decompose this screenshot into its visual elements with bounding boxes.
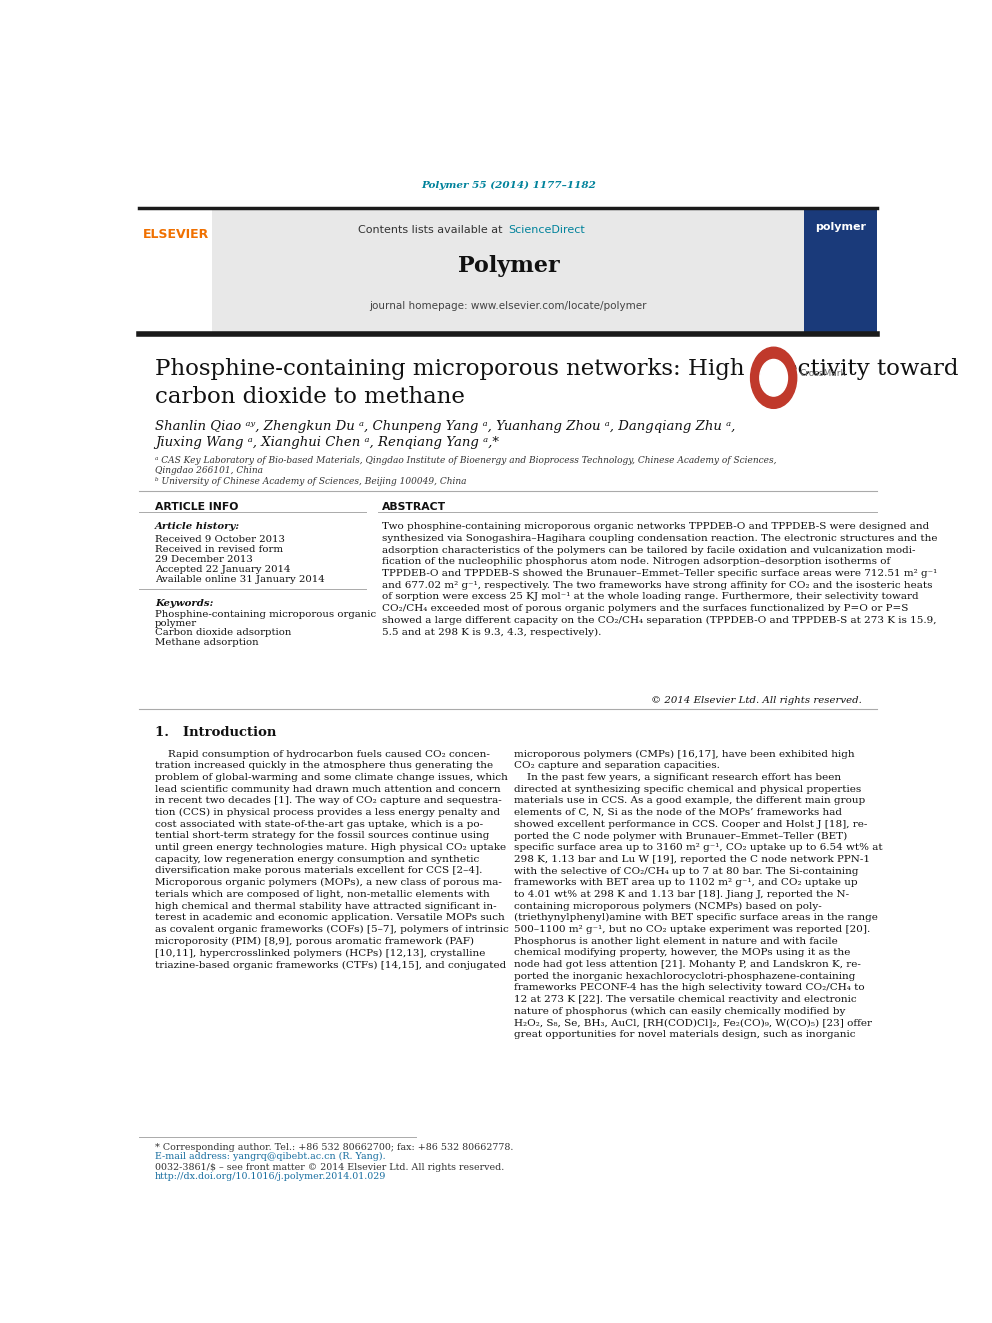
Text: Shanlin Qiao ᵃʸ, Zhengkun Du ᵃ, Chunpeng Yang ᵃ, Yuanhang Zhou ᵃ, Dangqiang Zhu : Shanlin Qiao ᵃʸ, Zhengkun Du ᵃ, Chunpeng… [155,419,735,433]
Text: http://dx.doi.org/10.1016/j.polymer.2014.01.029: http://dx.doi.org/10.1016/j.polymer.2014… [155,1172,386,1181]
Text: 1.   Introduction: 1. Introduction [155,726,276,740]
Text: Contents lists available at: Contents lists available at [358,225,506,235]
Text: carbon dioxide to methane: carbon dioxide to methane [155,386,464,407]
Text: ELSEVIER: ELSEVIER [143,228,209,241]
Text: Polymer: Polymer [457,254,559,277]
Text: 0032-3861/$ – see front matter © 2014 Elsevier Ltd. All rights reserved.: 0032-3861/$ – see front matter © 2014 El… [155,1163,504,1172]
FancyBboxPatch shape [139,208,212,335]
Text: E-mail address: yangrq@qibebt.ac.cn (R. Yang).: E-mail address: yangrq@qibebt.ac.cn (R. … [155,1152,385,1162]
Text: microporous polymers (CMPs) [16,17], have been exhibited high
CO₂ capture and se: microporous polymers (CMPs) [16,17], hav… [514,750,883,1040]
Text: ABSTRACT: ABSTRACT [382,501,445,512]
Text: Phosphine-containing microporous organic: Phosphine-containing microporous organic [155,610,376,619]
Text: ScienceDirect: ScienceDirect [509,225,585,235]
Text: journal homepage: www.elsevier.com/locate/polymer: journal homepage: www.elsevier.com/locat… [370,302,647,311]
Text: Received in revised form: Received in revised form [155,545,283,554]
Text: Available online 31 January 2014: Available online 31 January 2014 [155,576,324,585]
Text: CrossMark: CrossMark [799,369,846,377]
Text: Qingdao 266101, China: Qingdao 266101, China [155,467,263,475]
Text: 29 December 2013: 29 December 2013 [155,556,253,564]
FancyBboxPatch shape [805,208,878,335]
Circle shape [760,360,788,396]
Circle shape [751,347,797,409]
Text: Two phosphine-containing microporous organic networks TPPDEB-O and TPPDEB-S were: Two phosphine-containing microporous org… [382,523,937,636]
Text: Carbon dioxide adsorption: Carbon dioxide adsorption [155,628,291,638]
Text: © 2014 Elsevier Ltd. All rights reserved.: © 2014 Elsevier Ltd. All rights reserved… [651,696,862,705]
Text: Polymer 55 (2014) 1177–1182: Polymer 55 (2014) 1177–1182 [421,181,596,191]
FancyBboxPatch shape [212,208,805,335]
Text: Phosphine-containing microporous networks: High selectivity toward: Phosphine-containing microporous network… [155,359,958,381]
Text: Received 9 October 2013: Received 9 October 2013 [155,534,285,544]
Text: Rapid consumption of hydrocarbon fuels caused CO₂ concen-
tration increased quic: Rapid consumption of hydrocarbon fuels c… [155,750,509,970]
Text: polymer: polymer [155,619,196,628]
Text: Jiuxing Wang ᵃ, Xianghui Chen ᵃ, Renqiang Yang ᵃ,*: Jiuxing Wang ᵃ, Xianghui Chen ᵃ, Renqian… [155,435,499,448]
Text: Methane adsorption: Methane adsorption [155,638,258,647]
Text: Keywords:: Keywords: [155,599,213,607]
Text: Accepted 22 January 2014: Accepted 22 January 2014 [155,565,291,574]
Text: ᵃ CAS Key Laboratory of Bio-based Materials, Qingdao Institute of Bioenergy and : ᵃ CAS Key Laboratory of Bio-based Materi… [155,456,777,466]
Text: ᵇ University of Chinese Academy of Sciences, Beijing 100049, China: ᵇ University of Chinese Academy of Scien… [155,476,466,486]
Text: ARTICLE INFO: ARTICLE INFO [155,501,238,512]
Text: polymer: polymer [815,222,866,232]
Text: Article history:: Article history: [155,523,240,532]
Text: * Corresponding author. Tel.: +86 532 80662700; fax: +86 532 80662778.: * Corresponding author. Tel.: +86 532 80… [155,1143,513,1152]
